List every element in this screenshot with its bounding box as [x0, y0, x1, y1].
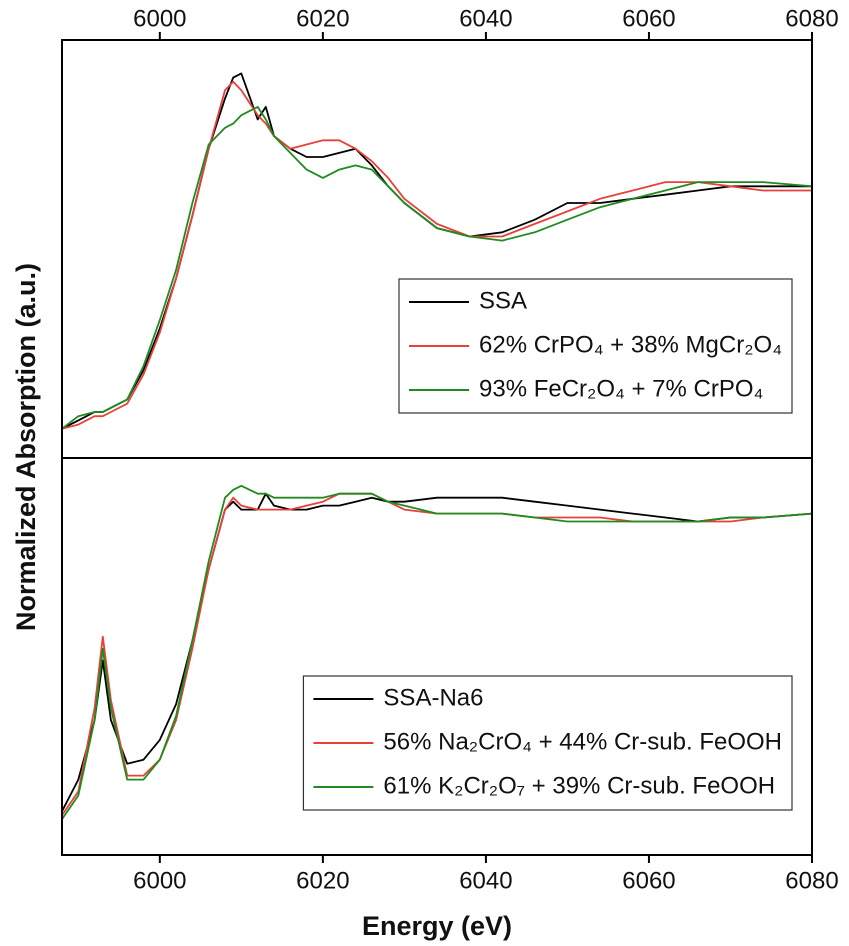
- data-line: [61, 484, 813, 820]
- data-line: [61, 80, 812, 430]
- legend-label: 93% FeCr₂O₄ + 7% CrPO₄: [479, 375, 763, 402]
- x-tick-label-top: 6060: [622, 5, 675, 32]
- legend-label: SSA-Na6: [383, 684, 483, 711]
- data-line: [61, 72, 812, 430]
- legend: SSA 62% CrPO₄ + 38% MgCr₂O₄ 93% FeCr₂O₄ + …: [398, 278, 793, 414]
- data-line: [61, 492, 813, 812]
- legend-label: SSA: [479, 287, 527, 314]
- x-tick-label-top: 6080: [785, 5, 838, 32]
- legend-label: 56% Na₂CrO₄ + 44% Cr-sub. FeOOH: [383, 728, 782, 755]
- x-tick-label-top: 6020: [296, 5, 349, 32]
- legend-label: 62% CrPO₄ + 38% MgCr₂O₄: [479, 331, 782, 358]
- legend-label: 61% K₂Cr₂O₇ + 39% Cr-sub. FeOOH: [383, 772, 775, 799]
- data-line: [61, 492, 813, 816]
- x-tick-label: 6060: [622, 867, 675, 894]
- x-tick-label: 6000: [133, 867, 186, 894]
- data-line: [61, 106, 813, 430]
- x-tick-label: 6020: [296, 867, 349, 894]
- x-tick-label: 6080: [785, 867, 838, 894]
- x-axis-label: Energy (eV): [362, 911, 512, 941]
- x-tick-label-top: 6000: [133, 5, 186, 32]
- x-tick-label: 6040: [459, 867, 512, 894]
- y-axis-label: Normalized Absorption (a.u.): [11, 263, 41, 631]
- legend: SSA-Na6 56% Na₂CrO₄ + 44% Cr-sub. FeOOH 61…: [302, 675, 793, 811]
- x-tick-label-top: 6040: [459, 5, 512, 32]
- plot-frame: [61, 457, 813, 856]
- legend-box: [302, 675, 793, 811]
